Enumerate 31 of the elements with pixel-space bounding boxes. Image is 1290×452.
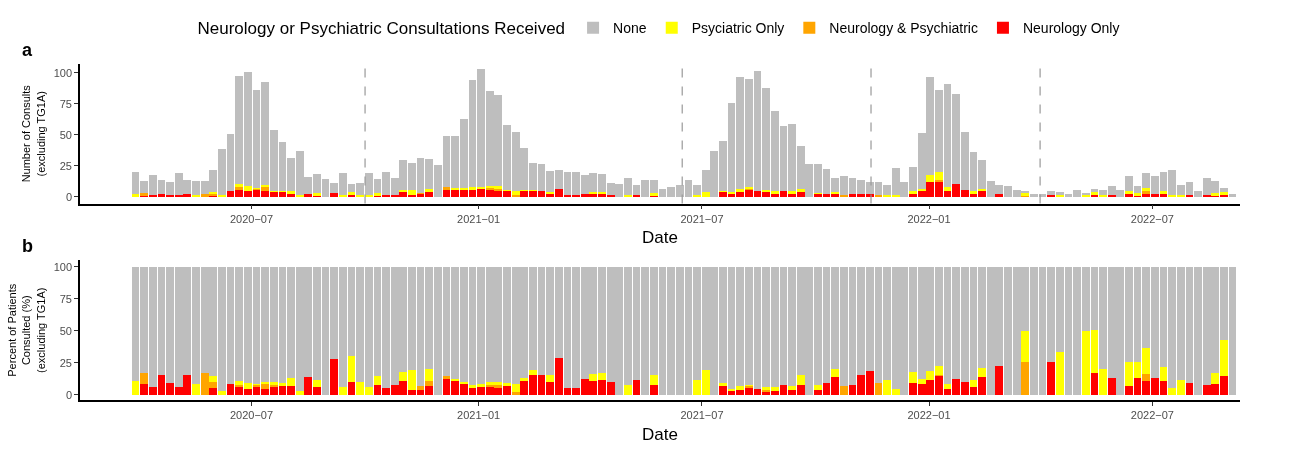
y-tick-label: 0 <box>65 190 72 203</box>
x-axis-title: Date <box>642 228 678 248</box>
x-axis-title: Date <box>642 424 678 444</box>
y-tick-label: 25 <box>59 356 72 369</box>
x-tick-label: 2022−01 <box>907 409 951 421</box>
x-tick-label: 2021−01 <box>457 212 501 225</box>
y-tick-label: 0 <box>65 388 72 401</box>
y-tick-label: 100 <box>53 66 72 79</box>
x-tick-label: 2021−07 <box>680 409 724 421</box>
x-tick-label: 2020−07 <box>229 212 274 225</box>
chart-title: a <box>22 40 33 60</box>
y-tick-label: 25 <box>59 159 72 172</box>
legend-label: None <box>613 20 647 37</box>
y-tick-label: 100 <box>53 260 72 273</box>
x-tick-label: 2022−01 <box>907 212 951 225</box>
x-tick-label: 2020−07 <box>229 409 274 421</box>
x-tick-label: 2021−07 <box>680 212 724 225</box>
y-tick-label: 50 <box>59 324 72 337</box>
y-tick-label: 50 <box>59 128 72 141</box>
x-tick-label: 2022−07 <box>1130 212 1174 225</box>
x-tick-label: 2022−07 <box>1130 409 1174 421</box>
y-axis-title: Percent of Patients Consulted (%) (excluding TG1A) <box>6 283 47 377</box>
x-tick-label: 2021−01 <box>457 409 501 421</box>
legend-label: Neurology Only <box>1022 20 1120 37</box>
chart-title: b <box>22 236 33 256</box>
y-axis-title: Number of Consults (excluding TG1A) <box>20 84 47 183</box>
y-tick-label: 75 <box>59 97 72 110</box>
y-tick-label: 75 <box>59 292 72 305</box>
legend-title: Neurology or Psychiatric Consultations Received <box>197 19 566 39</box>
legend-label: Neurology & Psychiatric <box>829 20 978 37</box>
legend-label: Psyciatric Only <box>691 20 785 37</box>
